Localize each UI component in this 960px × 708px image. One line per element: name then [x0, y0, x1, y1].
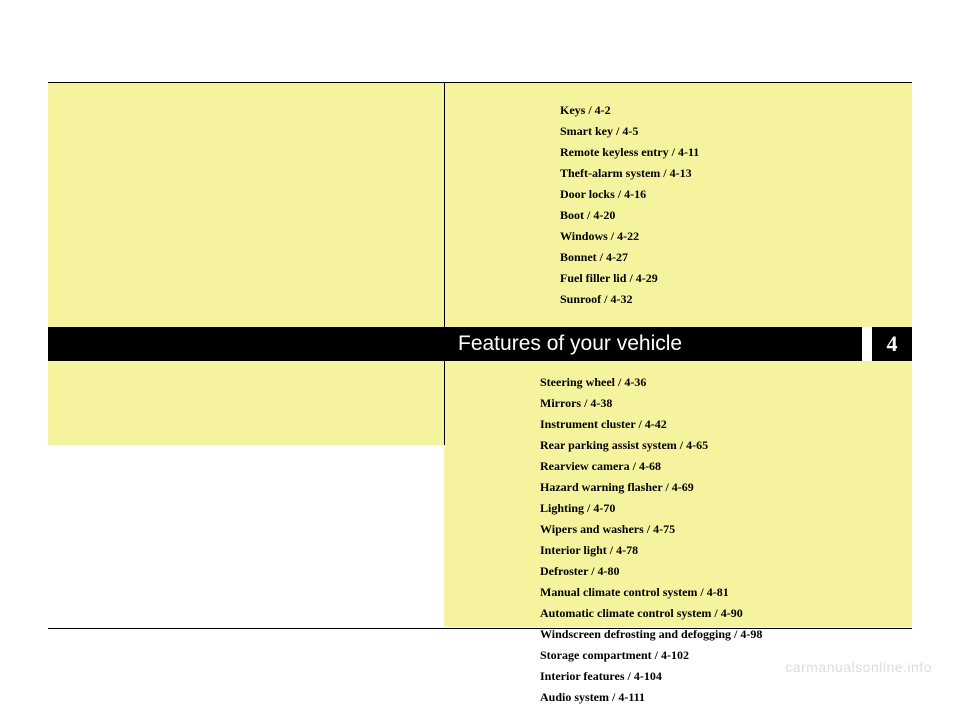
toc-list-lower: Steering wheel / 4-36 Mirrors / 4-38 Ins…: [540, 372, 762, 708]
toc-item: Windows / 4-22: [560, 226, 699, 247]
watermark-text: carmanualsonline.info: [785, 659, 932, 675]
section-number: 4: [872, 327, 912, 361]
section-title: Features of your vehicle: [444, 327, 862, 361]
toc-item: Keys / 4-2: [560, 100, 699, 121]
toc-item: Remote keyless entry / 4-11: [560, 142, 699, 163]
toc-item: Interior light / 4-78: [540, 540, 762, 561]
title-bar-left-fill: [48, 327, 444, 361]
highlight-block-lower-left: [48, 361, 444, 445]
toc-item: Sunroof / 4-32: [560, 289, 699, 310]
toc-item: Defroster / 4-80: [540, 561, 762, 582]
toc-item: Manual climate control system / 4-81: [540, 582, 762, 603]
toc-item: Automatic climate control system / 4-90: [540, 603, 762, 624]
toc-item: Theft-alarm system / 4-13: [560, 163, 699, 184]
toc-item: Fuel filler lid / 4-29: [560, 268, 699, 289]
toc-list-upper: Keys / 4-2 Smart key / 4-5 Remote keyles…: [560, 100, 699, 310]
section-title-bar: Features of your vehicle 4: [48, 327, 912, 361]
toc-item: Rear parking assist system / 4-65: [540, 435, 762, 456]
toc-item: Instrument cluster / 4-42: [540, 414, 762, 435]
toc-item: Bonnet / 4-27: [560, 247, 699, 268]
manual-page: Keys / 4-2 Smart key / 4-5 Remote keyles…: [0, 0, 960, 689]
toc-item: Interior features / 4-104: [540, 666, 762, 687]
toc-item: Storage compartment / 4-102: [540, 645, 762, 666]
toc-item: Lighting / 4-70: [540, 498, 762, 519]
toc-item: Rearview camera / 4-68: [540, 456, 762, 477]
toc-item: Door locks / 4-16: [560, 184, 699, 205]
toc-item: Smart key / 4-5: [560, 121, 699, 142]
vertical-divider: [444, 83, 445, 445]
toc-item: Wipers and washers / 4-75: [540, 519, 762, 540]
toc-item: Audio system / 4-111: [540, 687, 762, 708]
toc-item: Boot / 4-20: [560, 205, 699, 226]
toc-item: Mirrors / 4-38: [540, 393, 762, 414]
highlight-block-upper-left: [48, 83, 444, 327]
title-bar-gap: [862, 327, 872, 361]
bottom-divider: [48, 628, 912, 629]
toc-item: Hazard warning flasher / 4-69: [540, 477, 762, 498]
toc-item: Steering wheel / 4-36: [540, 372, 762, 393]
